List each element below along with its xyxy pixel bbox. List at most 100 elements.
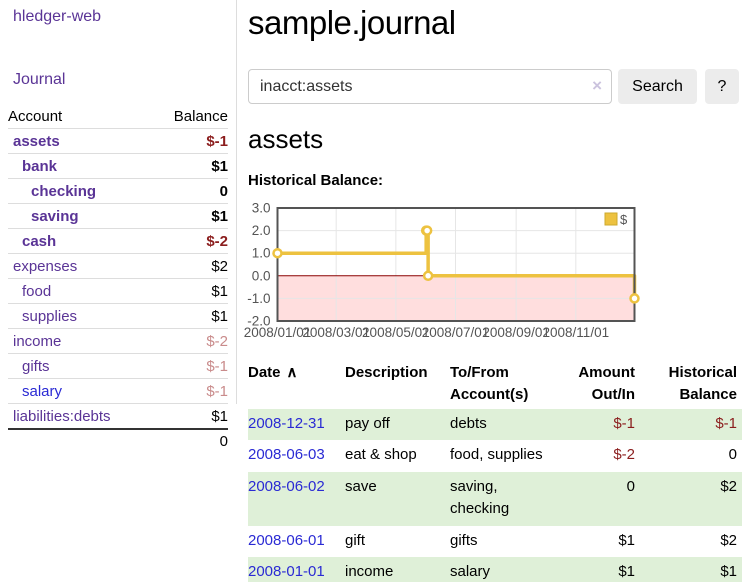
y-axis-tick-label: -2.0 bbox=[247, 314, 270, 329]
sidebar-account-link[interactable]: expenses bbox=[13, 257, 78, 275]
transaction-date-link[interactable]: 2008-12-31 bbox=[248, 414, 325, 432]
account-balance: $1 bbox=[211, 157, 228, 175]
register-row: 2008-12-31 pay off debts $-1 $-1 bbox=[248, 408, 742, 440]
transaction-amount: $-1 bbox=[568, 408, 640, 440]
balance-column-header: Balance bbox=[173, 107, 228, 125]
accounts-total-row: 0 bbox=[8, 428, 228, 453]
y-axis-tick-label: 2.0 bbox=[252, 223, 271, 238]
sidebar-account-link[interactable]: gifts bbox=[22, 357, 50, 375]
account-heading: assets bbox=[248, 124, 324, 154]
transaction-amount: $1 bbox=[618, 531, 635, 549]
x-axis-tick-label: 2008/07/01 bbox=[422, 325, 490, 340]
chart-section-label: Historical Balance: bbox=[248, 172, 384, 189]
transaction-amount: $1 bbox=[568, 557, 640, 582]
transaction-accounts: debts bbox=[450, 408, 568, 440]
sidebar-account-link[interactable]: saving bbox=[31, 207, 79, 225]
sidebar-account-link[interactable]: salary bbox=[22, 382, 63, 400]
transaction-balance: $2 bbox=[640, 471, 742, 526]
transaction-balance: 0 bbox=[728, 446, 737, 463]
sidebar-account-row: food $1 bbox=[8, 278, 228, 303]
clear-search-icon[interactable]: × bbox=[592, 76, 602, 95]
sidebar-account-row: liabilities:debts $1 bbox=[8, 403, 228, 428]
sidebar-account-link[interactable]: bank bbox=[22, 157, 58, 175]
account-column-header: Account bbox=[8, 107, 63, 125]
register-header-row: Date ∧ Description To/From Account(s) Amo… bbox=[248, 360, 742, 409]
app-title-link[interactable]: hledger-web bbox=[13, 8, 102, 25]
sidebar-account-link[interactable]: checking bbox=[31, 182, 97, 200]
y-axis-tick-label: 1.0 bbox=[252, 246, 271, 261]
x-axis-tick-label: 2008/01/01 bbox=[244, 325, 312, 340]
sidebar-divider bbox=[236, 0, 237, 404]
sidebar-account-row: expenses $2 bbox=[8, 253, 228, 278]
legend-swatch bbox=[604, 212, 618, 226]
transaction-date-link[interactable]: 2008-01-01 bbox=[248, 563, 325, 580]
plot-border bbox=[276, 207, 636, 322]
transaction-date-link[interactable]: 2008-06-02 bbox=[248, 477, 325, 495]
sidebar-account-link[interactable]: food bbox=[22, 282, 52, 300]
search-form: × Search ? bbox=[248, 69, 742, 104]
register-row: 2008-06-02 save saving, checking 0 $2 bbox=[248, 471, 742, 526]
transaction-balance: $-1 bbox=[640, 408, 742, 440]
sidebar-account-link[interactable]: assets bbox=[13, 132, 60, 150]
sidebar-account-row: income $-2 bbox=[8, 328, 228, 353]
x-axis-tick-label: 2008/03/01 bbox=[302, 325, 370, 340]
transaction-amount: 0 bbox=[568, 471, 640, 526]
account-balance: $-1 bbox=[206, 357, 228, 375]
account-balance: $-2 bbox=[206, 332, 228, 350]
page-title: sample.journal bbox=[248, 4, 456, 41]
transaction-accounts: salary bbox=[450, 557, 568, 582]
data-point-marker bbox=[422, 270, 434, 282]
sidebar-account-link[interactable]: cash bbox=[22, 232, 57, 250]
transaction-date-link[interactable]: 2008-06-01 bbox=[248, 531, 325, 549]
transaction-accounts: food, supplies bbox=[450, 446, 543, 463]
x-axis-tick-label: 2008/09/01 bbox=[482, 325, 550, 340]
sidebar-account-link[interactable]: income bbox=[13, 332, 62, 350]
sidebar-account-row: saving $1 bbox=[8, 203, 228, 228]
transaction-description: save bbox=[345, 471, 450, 526]
transaction-balance: $1 bbox=[640, 557, 742, 582]
amount-column-header[interactable]: Amount Out/In bbox=[578, 364, 635, 403]
transaction-description: eat & shop bbox=[345, 446, 417, 463]
account-balance: $1 bbox=[211, 282, 228, 300]
date-column-header[interactable]: Date ∧ bbox=[248, 364, 298, 381]
accounts-total-value: 0 bbox=[219, 433, 228, 450]
transaction-amount: $-2 bbox=[613, 446, 635, 463]
register-row: 2008-06-01 gift gifts $1 $2 bbox=[248, 526, 742, 558]
balance-column-header[interactable]: Historical Balance bbox=[668, 364, 737, 403]
description-column-header[interactable]: Description bbox=[345, 364, 428, 381]
sidebar-account-link[interactable]: supplies bbox=[22, 307, 78, 325]
sidebar-account-row: salary $-1 bbox=[8, 378, 228, 403]
historical-balance-chart: $3.0 2.0 1.0 0.0 -1.0 -2.0 2008/01/01 2008/03/0… bbox=[240, 201, 742, 345]
sidebar-account-link[interactable]: liabilities:debts bbox=[13, 407, 111, 425]
help-button[interactable]: ? bbox=[705, 69, 739, 104]
x-axis-tick-label: 2008/05/01 bbox=[362, 325, 430, 340]
register-row: 2008-01-01 income salary $1 $1 bbox=[248, 557, 742, 582]
accounts-column-header[interactable]: To/From Account(s) bbox=[450, 364, 529, 403]
transaction-date-link[interactable]: 2008-06-03 bbox=[248, 446, 325, 463]
transaction-description: gift bbox=[345, 531, 366, 549]
sidebar-account-row: cash $-2 bbox=[8, 228, 228, 253]
transaction-accounts: saving, checking bbox=[450, 471, 568, 526]
y-axis-tick-label: -1.0 bbox=[247, 291, 270, 306]
sidebar-item-journal[interactable]: Journal bbox=[13, 71, 66, 88]
transaction-description: pay off bbox=[345, 408, 450, 440]
data-point-marker bbox=[629, 293, 640, 304]
sidebar: hledger-web Journal Account Balance asse… bbox=[0, 0, 236, 582]
y-axis-tick-label: 0.0 bbox=[252, 268, 271, 283]
legend-label: $ bbox=[620, 212, 628, 227]
sidebar-account-row: bank $1 bbox=[8, 153, 228, 178]
data-point-marker bbox=[272, 247, 283, 259]
search-input[interactable] bbox=[248, 69, 612, 104]
search-button[interactable]: Search bbox=[618, 69, 697, 104]
transaction-accounts: gifts bbox=[450, 531, 478, 549]
account-balance: 0 bbox=[219, 182, 228, 200]
transaction-balance: $2 bbox=[720, 531, 737, 549]
sidebar-account-row: checking 0 bbox=[8, 178, 228, 203]
y-axis-tick-label: 3.0 bbox=[252, 201, 271, 216]
sidebar-account-row: gifts $-1 bbox=[8, 353, 228, 378]
accounts-tree: Account Balance assets $-1 bank $1 checking 0… bbox=[8, 104, 228, 453]
account-balance: $-1 bbox=[206, 382, 228, 400]
sort-ascending-icon: ∧ bbox=[286, 364, 298, 381]
accounts-tree-header: Account Balance bbox=[8, 104, 228, 128]
